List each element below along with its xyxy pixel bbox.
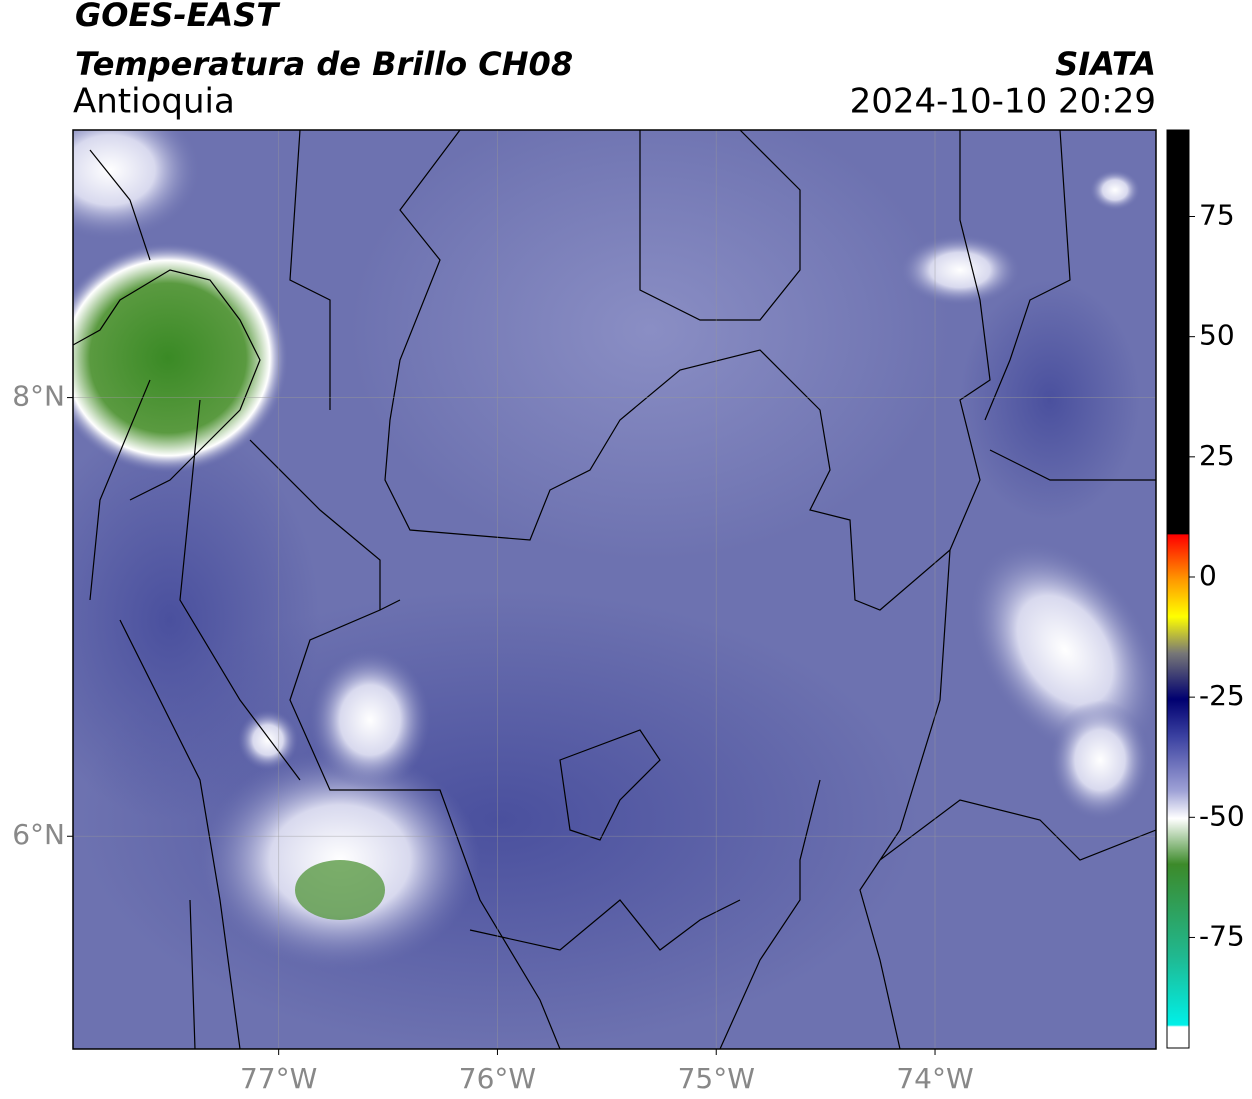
colorbar-tick-label: 50 xyxy=(1199,319,1235,352)
region: Antioquia xyxy=(73,82,235,122)
colorbar-tick-label: -25 xyxy=(1199,679,1245,712)
subtitle: Temperatura de Brillo CH08 xyxy=(75,45,573,83)
colorbar xyxy=(1166,129,1190,1049)
x-tick-label: 75°W xyxy=(678,1062,755,1095)
title: GOES-EAST xyxy=(75,0,280,34)
source: SIATA xyxy=(1055,45,1156,83)
colorbar-tick-label: -75 xyxy=(1199,919,1245,952)
colorbar-tick-label: 0 xyxy=(1199,559,1217,592)
graticule xyxy=(73,130,1156,1049)
map-frame xyxy=(72,129,1157,1050)
datetime: 2024-10-10 20:29 xyxy=(850,82,1156,122)
colorbar-tick-label: 75 xyxy=(1199,199,1235,232)
map-field xyxy=(73,130,1156,1049)
x-tick-label: 77°W xyxy=(240,1062,317,1095)
colorbar-tick-label: -50 xyxy=(1199,799,1245,832)
y-tick-label: 6°N xyxy=(12,818,65,851)
y-tick-label: 8°N xyxy=(12,380,65,413)
colorbar-tick-label: 25 xyxy=(1199,439,1235,472)
x-tick-label: 76°W xyxy=(459,1062,536,1095)
x-tick-label: 74°W xyxy=(896,1062,973,1095)
